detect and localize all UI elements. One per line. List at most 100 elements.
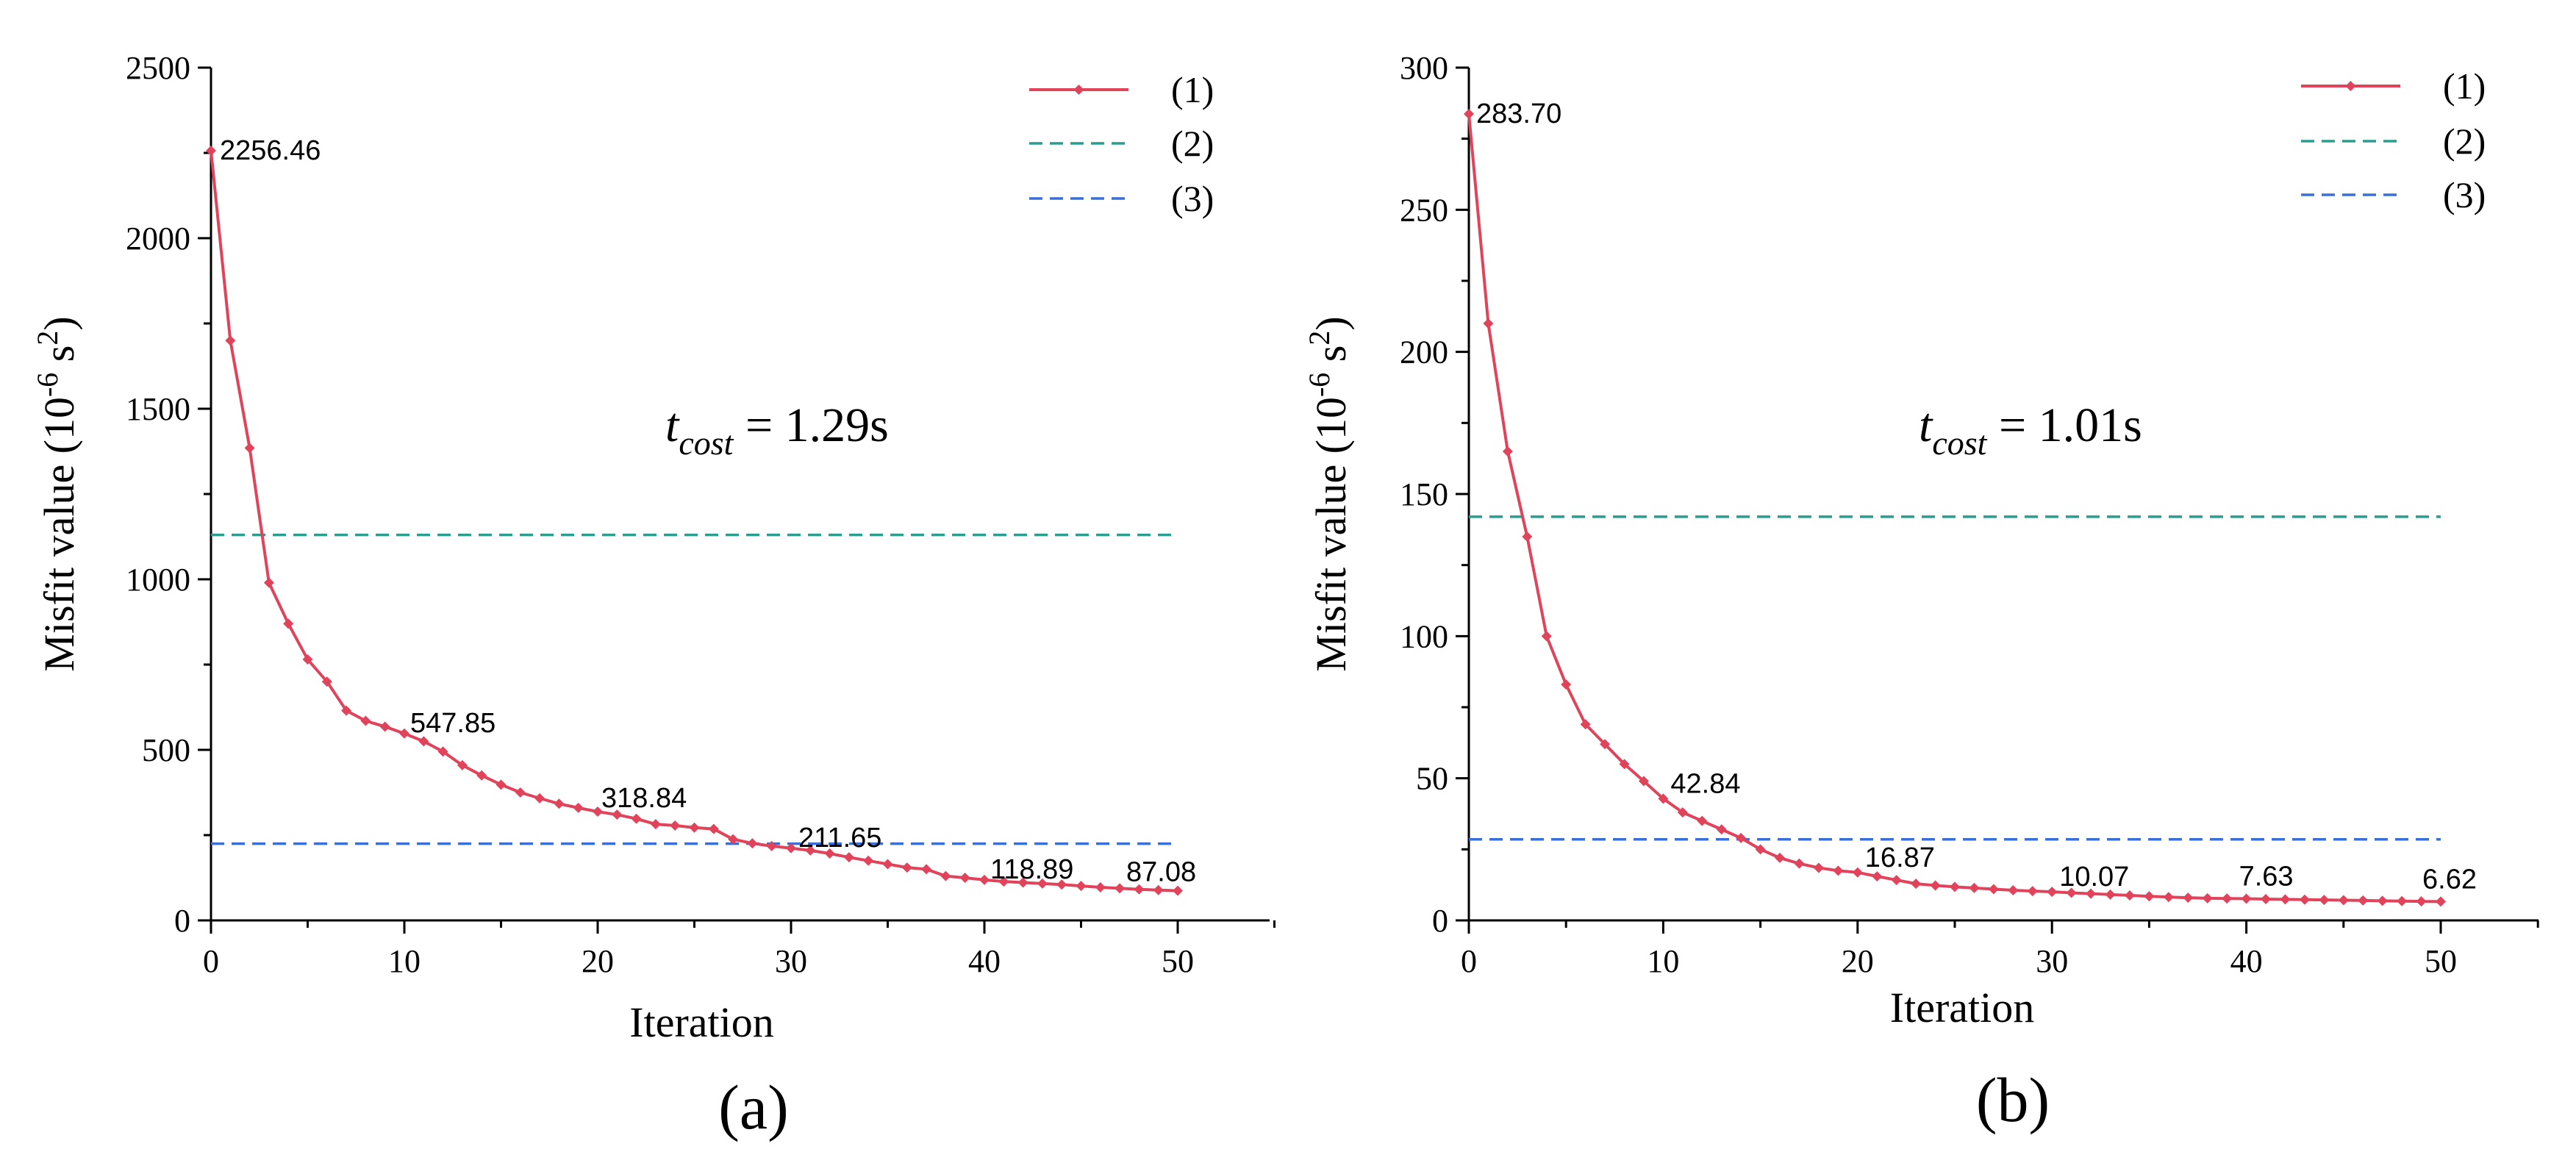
series-1-point <box>2183 892 2194 903</box>
x-tick-label: 20 <box>582 943 614 979</box>
series-1-point <box>1561 679 1572 690</box>
series-1-point <box>1852 867 1863 878</box>
series-1-point <box>2086 888 2097 899</box>
series-1-point <box>2008 885 2019 896</box>
annotation-tcost: tcost = 1.01s <box>1919 398 2142 462</box>
data-label: 2256.46 <box>220 135 321 166</box>
y-axis-title: Misfit value (10-6 s2) <box>1303 316 1355 671</box>
x-tick-label: 40 <box>968 943 1001 979</box>
series-1-point <box>2319 895 2330 906</box>
y-tick-label: 300 <box>1400 50 1448 86</box>
data-label: 10.07 <box>2059 862 2129 892</box>
y-tick-label: 150 <box>1400 476 1448 512</box>
x-tick-label: 0 <box>203 943 219 979</box>
series-1-point <box>2261 894 2272 904</box>
y-tick-label: 1000 <box>126 562 190 598</box>
series-1-point <box>1502 446 1513 457</box>
series-1-point <box>2416 896 2427 907</box>
series-1-point <box>2105 889 2116 900</box>
series-1-point <box>554 798 565 809</box>
series-1-point <box>2299 894 2310 905</box>
data-label: 547.85 <box>410 708 495 739</box>
series-1-point <box>1076 881 1087 892</box>
x-tick-label: 50 <box>1162 943 1194 979</box>
series-1-point <box>1872 871 1883 882</box>
series-1-point <box>979 874 990 885</box>
series-1-point <box>670 820 681 831</box>
series-1-line <box>210 150 1178 892</box>
series-1-point <box>2066 887 2077 898</box>
legend-label: (3) <box>1171 178 1214 219</box>
series-1-point <box>1056 879 1067 890</box>
series-1-point <box>2436 896 2446 907</box>
series-1-point <box>399 728 409 739</box>
series-1-point <box>457 759 468 770</box>
series-1-point <box>1541 631 1552 642</box>
series-1-point <box>1755 844 1766 855</box>
series-1-point <box>1677 807 1688 818</box>
series-1-point <box>206 146 216 157</box>
series-1-point <box>1911 878 1922 890</box>
series-1-point <box>379 721 390 732</box>
series-1-point <box>766 840 777 851</box>
y-tick-label: 500 <box>142 732 190 768</box>
series-1-point <box>1638 776 1649 787</box>
series-1-point <box>882 859 893 870</box>
series-1-point <box>244 443 255 454</box>
series-1-point <box>593 806 603 817</box>
series-1-point <box>1017 877 1028 888</box>
series-1-point <box>843 852 854 863</box>
series-1-point <box>2144 891 2155 902</box>
series-1-point <box>515 787 526 798</box>
y-tick-label: 0 <box>1432 903 1448 939</box>
series-1-point <box>1037 878 1048 889</box>
series-1-point <box>747 838 758 849</box>
series-1-point <box>786 842 796 854</box>
series-1-point <box>1950 881 1960 892</box>
series-1-point <box>612 809 623 820</box>
data-label: 318.84 <box>601 783 687 814</box>
series-1-point <box>1775 852 1786 863</box>
series-1-point <box>437 746 448 757</box>
series-1-point <box>2358 895 2369 906</box>
series-1-point <box>2027 886 2038 897</box>
series-1-point <box>2377 895 2388 906</box>
series-1-point <box>689 822 700 833</box>
series-1-point <box>321 676 332 687</box>
series-1-point <box>728 834 739 845</box>
legend-label: (2) <box>2443 121 2486 162</box>
series-1-point <box>1173 885 1183 896</box>
series-1-point <box>1483 318 1494 329</box>
series-1-point <box>901 862 912 873</box>
data-label: 118.89 <box>990 854 1073 885</box>
series-1-point <box>1134 884 1145 895</box>
series-1-point <box>1095 881 1106 892</box>
data-label: 283.70 <box>1476 99 1561 129</box>
series-1-point <box>708 823 719 834</box>
series-1-point <box>2047 887 2058 898</box>
legend-label: (1) <box>1171 69 1214 110</box>
series-1-point <box>2202 892 2213 903</box>
series-1-point <box>2222 893 2233 904</box>
chart-panel-a: 0 10 20 30 40 5005001000150020002500Iteration… <box>31 50 1276 1142</box>
series-1-point <box>341 705 352 716</box>
series-1-point <box>2124 890 2135 901</box>
series-1-point <box>573 802 584 813</box>
series-1-point <box>1464 109 1474 120</box>
y-tick-label: 1500 <box>126 391 190 427</box>
series-1-point <box>2280 894 2291 905</box>
series-1-point <box>863 855 874 866</box>
data-label: 42.84 <box>1670 768 1740 799</box>
series-1-point <box>2163 892 2174 903</box>
series-1-point <box>1716 824 1727 835</box>
x-tick-label: 0 <box>1461 943 1477 979</box>
series-1-point <box>650 819 661 830</box>
series-1-point <box>1697 815 1708 826</box>
y-tick-label: 200 <box>1400 334 1448 371</box>
data-label: 87.08 <box>1126 857 1196 888</box>
x-tick-label: 10 <box>1647 943 1679 979</box>
series-1-point <box>998 876 1009 887</box>
y-tick-label: 2000 <box>126 221 190 257</box>
series-1-point <box>921 864 932 875</box>
series-1-point <box>631 813 642 824</box>
